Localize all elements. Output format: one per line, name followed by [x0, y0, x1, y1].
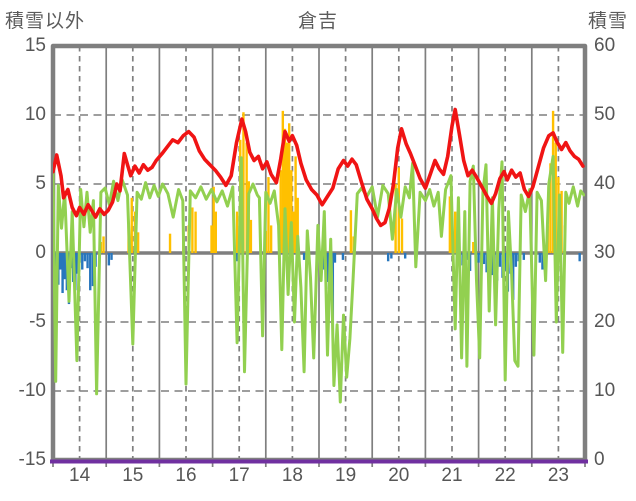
green-line — [53, 154, 585, 404]
left-axis-tick--15: -15 — [18, 449, 46, 470]
x-axis-tick-22: 22 — [494, 465, 516, 486]
x-axis-tick-14: 14 — [69, 465, 91, 486]
left-axis-tick--5: -5 — [29, 311, 46, 332]
red-line — [53, 107, 585, 228]
right-axis-tick-10: 10 — [594, 380, 616, 401]
left-axis-title: 積雪以外 — [5, 11, 86, 32]
left-axis-tick-10: 10 — [24, 104, 46, 125]
left-axis-tick--10: -10 — [18, 380, 46, 401]
x-axis-tick-15: 15 — [122, 465, 144, 486]
left-axis-tick-15: 15 — [24, 35, 46, 56]
x-axis-tick-19: 19 — [335, 465, 357, 486]
x-axis-tick-23: 23 — [547, 465, 569, 486]
right-axis-tick-30: 30 — [594, 242, 616, 263]
right-axis-tick-20: 20 — [594, 311, 616, 332]
left-axis-tick-5: 5 — [35, 173, 46, 194]
x-axis-tick-17: 17 — [228, 465, 250, 486]
right-axis-tick-50: 50 — [594, 104, 616, 125]
left-axis-tick-0: 0 — [35, 242, 46, 263]
chart-title: 倉吉 — [297, 11, 338, 32]
right-axis-tick-60: 60 — [594, 35, 616, 56]
x-axis-tick-18: 18 — [281, 465, 303, 486]
x-axis-tick-16: 16 — [175, 465, 197, 486]
right-axis-tick-0: 0 — [594, 449, 605, 470]
right-axis-title: 積雪 — [587, 11, 628, 32]
x-axis-tick-20: 20 — [388, 465, 410, 486]
right-axis-tick-40: 40 — [594, 173, 616, 194]
x-axis-tick-21: 21 — [441, 465, 463, 486]
